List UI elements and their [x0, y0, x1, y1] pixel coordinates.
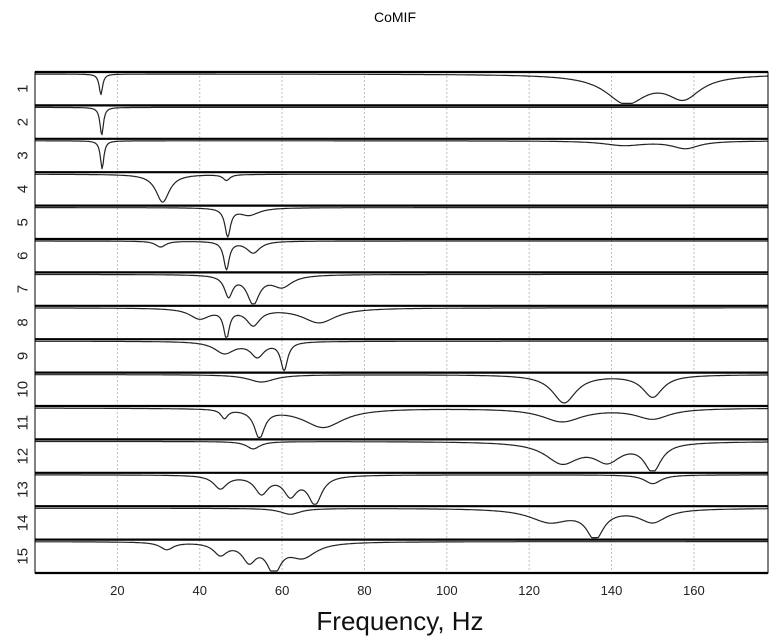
x-axis-label: Frequency, Hz	[316, 606, 483, 636]
row-label: 8	[14, 318, 31, 326]
row-label: 7	[14, 285, 31, 293]
row-label: 10	[14, 381, 31, 398]
chart-title: CoMIF	[374, 9, 416, 25]
series-curve-8	[35, 307, 768, 338]
plot-frame	[34, 71, 769, 574]
x-tick-label: 40	[192, 583, 206, 598]
series-curve-11	[35, 407, 768, 438]
series-curve-9	[35, 340, 768, 372]
series-curve-15	[35, 541, 768, 572]
series-curve-3	[35, 140, 768, 170]
row-label: 15	[14, 548, 31, 565]
row-label: 13	[14, 481, 31, 498]
series-curve-10	[35, 374, 768, 404]
series-curve-4	[35, 173, 768, 203]
curve-layer	[35, 73, 768, 572]
row-label: 5	[14, 218, 31, 226]
row-label: 1	[14, 85, 31, 93]
row-label: 6	[14, 252, 31, 260]
x-tick-label: 60	[275, 583, 289, 598]
series-curve-12	[35, 440, 768, 472]
row-label: 4	[14, 185, 31, 193]
x-tick-label: 20	[110, 583, 124, 598]
x-tick-labels: 20 40 60 80 100 120 140 160	[110, 583, 705, 598]
row-label: 11	[14, 415, 31, 431]
row-label: 3	[14, 151, 31, 159]
series-curve-5	[35, 207, 768, 238]
x-tick-label: 140	[601, 583, 623, 598]
row-separators	[35, 70, 768, 575]
series-curve-13	[35, 474, 768, 505]
series-curve-6	[35, 240, 768, 271]
x-tick-label: 80	[357, 583, 371, 598]
x-tick-label: 100	[436, 583, 458, 598]
row-label: 9	[14, 352, 31, 360]
series-curve-2	[35, 106, 768, 136]
x-tick-label: 120	[518, 583, 540, 598]
series-curve-7	[35, 273, 768, 305]
series-curve-14	[35, 507, 768, 539]
series-curve-1	[35, 73, 768, 104]
row-label: 12	[14, 448, 31, 465]
row-label: 2	[14, 118, 31, 126]
x-tick-label: 160	[683, 583, 705, 598]
row-label: 14	[14, 515, 31, 532]
grid-layer	[116, 72, 695, 573]
